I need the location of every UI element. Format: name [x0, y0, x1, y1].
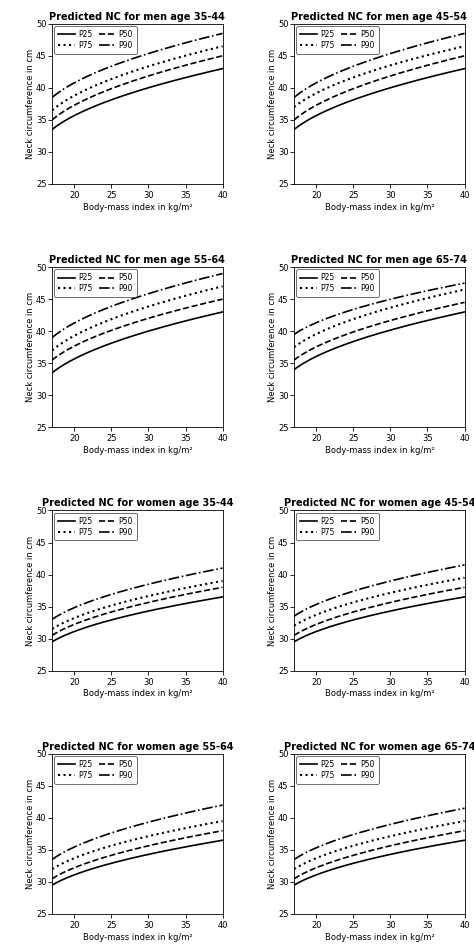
X-axis label: Body-mass index in kg/m²: Body-mass index in kg/m² — [325, 933, 434, 942]
Y-axis label: Neck circumference in cm: Neck circumference in cm — [26, 49, 35, 159]
Title: Predicted NC for men age 65-74: Predicted NC for men age 65-74 — [292, 255, 467, 265]
Legend: P25, P75, P50, P90: P25, P75, P50, P90 — [296, 269, 379, 297]
Y-axis label: Neck circumference in cm: Neck circumference in cm — [267, 292, 276, 403]
Y-axis label: Neck circumference in cm: Neck circumference in cm — [267, 49, 276, 159]
Legend: P25, P75, P50, P90: P25, P75, P50, P90 — [55, 26, 137, 53]
Title: Predicted NC for women age 45-54: Predicted NC for women age 45-54 — [283, 498, 474, 508]
Y-axis label: Neck circumference in cm: Neck circumference in cm — [267, 779, 276, 889]
X-axis label: Body-mass index in kg/m²: Body-mass index in kg/m² — [82, 689, 192, 699]
Y-axis label: Neck circumference in cm: Neck circumference in cm — [26, 535, 35, 645]
Title: Predicted NC for men age 55-64: Predicted NC for men age 55-64 — [49, 255, 225, 265]
Y-axis label: Neck circumference in cm: Neck circumference in cm — [267, 535, 276, 645]
Title: Predicted NC for women age 55-64: Predicted NC for women age 55-64 — [42, 742, 233, 752]
X-axis label: Body-mass index in kg/m²: Body-mass index in kg/m² — [325, 689, 434, 699]
Legend: P25, P75, P50, P90: P25, P75, P50, P90 — [296, 756, 379, 783]
X-axis label: Body-mass index in kg/m²: Body-mass index in kg/m² — [325, 446, 434, 455]
X-axis label: Body-mass index in kg/m²: Body-mass index in kg/m² — [325, 203, 434, 211]
Title: Predicted NC for men age 45-54: Predicted NC for men age 45-54 — [292, 11, 467, 22]
Legend: P25, P75, P50, P90: P25, P75, P50, P90 — [296, 26, 379, 53]
Title: Predicted NC for women age 65-74: Predicted NC for women age 65-74 — [283, 742, 474, 752]
X-axis label: Body-mass index in kg/m²: Body-mass index in kg/m² — [82, 933, 192, 942]
Legend: P25, P75, P50, P90: P25, P75, P50, P90 — [55, 756, 137, 783]
Title: Predicted NC for men age 35-44: Predicted NC for men age 35-44 — [49, 11, 225, 22]
Legend: P25, P75, P50, P90: P25, P75, P50, P90 — [55, 513, 137, 541]
Title: Predicted NC for women age 35-44: Predicted NC for women age 35-44 — [42, 498, 233, 508]
Legend: P25, P75, P50, P90: P25, P75, P50, P90 — [55, 269, 137, 297]
X-axis label: Body-mass index in kg/m²: Body-mass index in kg/m² — [82, 446, 192, 455]
Y-axis label: Neck circumference in cm: Neck circumference in cm — [26, 779, 35, 889]
Legend: P25, P75, P50, P90: P25, P75, P50, P90 — [296, 513, 379, 541]
X-axis label: Body-mass index in kg/m²: Body-mass index in kg/m² — [82, 203, 192, 211]
Y-axis label: Neck circumference in cm: Neck circumference in cm — [26, 292, 35, 403]
